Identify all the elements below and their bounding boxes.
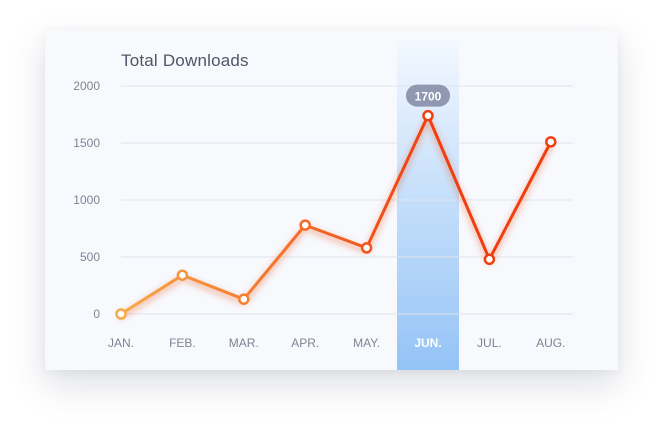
x-tick-label: APR. [291, 336, 319, 350]
data-point[interactable] [483, 253, 496, 266]
series-line-glow [118, 115, 554, 320]
chart-title: Total Downloads [121, 51, 249, 70]
x-tick-label: JUL. [477, 336, 502, 350]
data-point[interactable] [176, 269, 189, 281]
x-tick-label: JAN. [108, 336, 134, 350]
y-tick-label: 1000 [73, 193, 100, 207]
data-point[interactable] [360, 242, 373, 254]
y-tick-label: 2000 [73, 79, 100, 93]
data-point[interactable] [115, 308, 127, 320]
series-line [119, 114, 553, 316]
x-tick-label: MAR. [229, 336, 259, 350]
tooltip-label: 1700 [415, 90, 442, 104]
x-tick-label: FEB. [169, 336, 196, 350]
y-tick-label: 0 [93, 307, 100, 321]
value-tooltip [406, 84, 450, 107]
data-point[interactable] [238, 293, 250, 305]
x-tick-label: MAY. [353, 336, 380, 350]
y-tick-label: 500 [80, 250, 100, 264]
data-point[interactable] [422, 109, 434, 122]
x-tick-label: AUG. [536, 336, 565, 350]
y-tick-label: 1500 [73, 136, 100, 150]
data-point[interactable] [545, 136, 557, 148]
data-point[interactable] [299, 219, 311, 231]
x-tick-label[interactable]: JUN. [414, 336, 441, 350]
